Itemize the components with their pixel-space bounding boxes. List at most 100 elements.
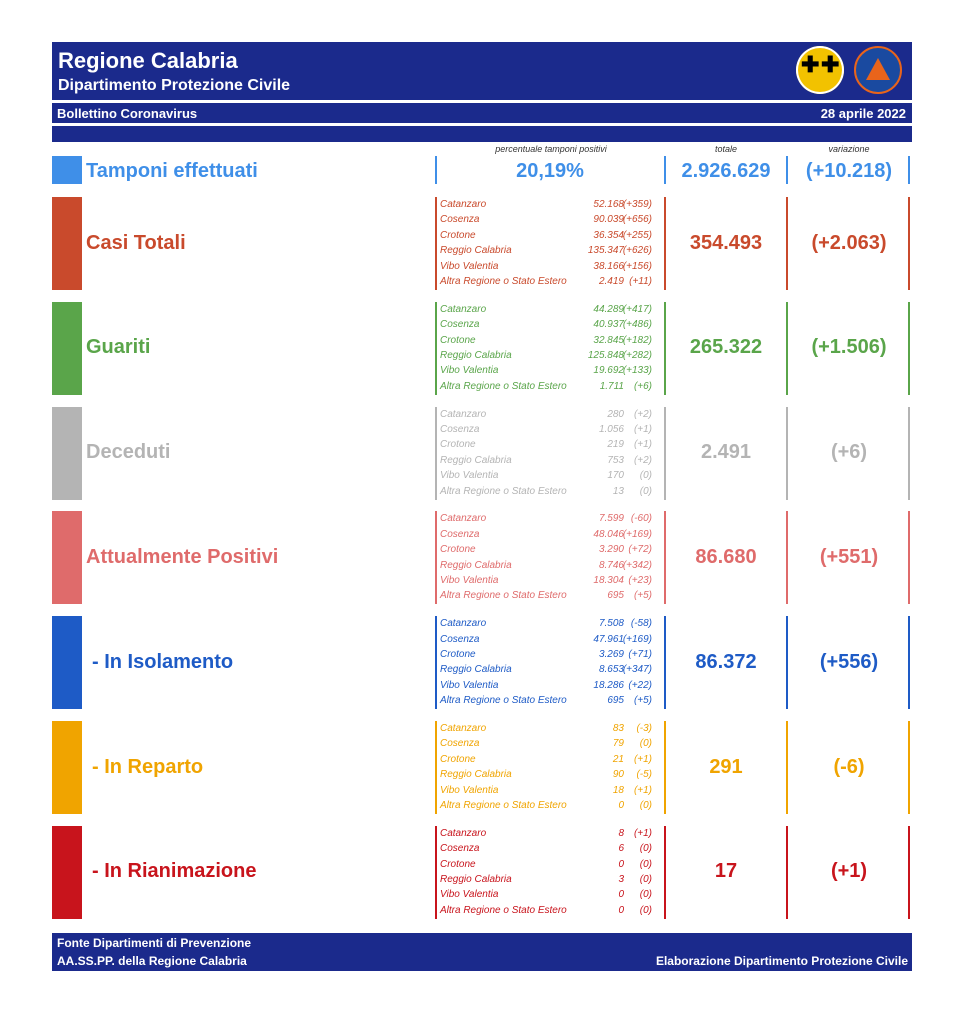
tamponi-divider: [908, 156, 910, 184]
section-variation: (+556): [819, 650, 879, 673]
province-delta: (+347): [622, 664, 652, 676]
province-name: Cosenza: [440, 738, 480, 750]
province-delta: (+1): [633, 423, 652, 435]
table-row: Vibo Valentia 0 (0): [440, 889, 662, 904]
province-name: Crotone: [440, 229, 476, 241]
province-table: Catanzaro 44.289 (+417) Cosenza 40.937 (+486)…: [440, 304, 662, 396]
province-name: Vibo Valentia: [440, 470, 499, 482]
province-value: 6: [618, 843, 624, 855]
province-value: 36.354: [593, 229, 624, 241]
province-name: Crotone: [440, 858, 476, 870]
province-table: Catanzaro 7.599 (-60) Cosenza 48.046 (+169) Cr…: [440, 513, 662, 605]
province-value: 1.056: [598, 423, 624, 435]
province-name: Vibo Valentia: [440, 889, 499, 901]
province-name: Crotone: [440, 334, 476, 346]
footer-source-line1: Fonte Dipartimenti di Prevenzione: [57, 936, 252, 950]
province-delta: (-3): [636, 723, 652, 734]
province-name: Crotone: [440, 648, 476, 660]
province-value: 48.046: [593, 528, 624, 540]
province-value: 3.290: [598, 544, 624, 556]
section-total: 265.322: [689, 336, 763, 359]
province-value: 40.937: [593, 319, 624, 331]
province-delta: (+486): [622, 319, 652, 331]
bulletin-title: Bollettino Coronavirus: [57, 106, 198, 121]
province-name: Catanzaro: [440, 199, 487, 210]
tamponi-divider: [435, 156, 437, 184]
province-value: 32.845: [593, 334, 624, 346]
table-row: Crotone 219 (+1): [440, 439, 662, 454]
section-divider: [908, 197, 910, 290]
province-name: Crotone: [440, 439, 476, 451]
section-divider: [786, 616, 788, 710]
province-value: 2.419: [598, 275, 624, 287]
table-row: Cosenza 90.039 (+656): [440, 214, 662, 229]
province-name: Altra Regione o Stato Estero: [440, 275, 567, 287]
table-row: Vibo Valentia 19.692 (+133): [440, 365, 662, 380]
bulletin-bar: Bollettino Coronavirus 28 aprile 2022: [52, 103, 912, 123]
footer-credit: Elaborazione Dipartimento Protezione Civ…: [655, 954, 908, 968]
province-delta: (+11): [629, 275, 652, 287]
province-delta: (+1): [633, 439, 652, 451]
section-total: 354.493: [689, 231, 763, 254]
tamponi-label: Tamponi effettuati: [86, 160, 258, 182]
province-value: 8.653: [598, 664, 624, 676]
province-name: Reggio Calabria: [440, 873, 512, 885]
section-divider: [664, 301, 666, 395]
province-value: 79: [612, 738, 624, 750]
province-delta: (+417): [622, 303, 652, 315]
province-table: Catanzaro 83 (-3) Cosenza 79 (0) Crotone 21 (+1)…: [440, 723, 662, 815]
province-value: 18: [612, 784, 624, 796]
section-variation: (+1): [830, 860, 868, 883]
section-total: 86.372: [695, 650, 757, 673]
province-name: Altra Regione o Stato Estero: [440, 380, 567, 392]
tamponi-variation: (+10.218): [805, 160, 893, 182]
province-name: Reggio Calabria: [440, 245, 512, 257]
province-value: 90: [612, 769, 624, 781]
section-divider: [435, 197, 437, 290]
section-color-block: [52, 721, 82, 814]
section-divider: [786, 406, 788, 500]
province-delta: (+2): [633, 408, 652, 420]
province-table: Catanzaro 8 (+1) Cosenza 6 (0) Crotone 0 (0) Regg…: [440, 828, 662, 920]
province-delta: (+169): [622, 633, 652, 645]
province-name: Reggio Calabria: [440, 769, 512, 781]
province-name: Reggio Calabria: [440, 664, 512, 676]
bulletin-date: 28 aprile 2022: [820, 106, 906, 121]
province-value: 135.347: [587, 245, 624, 257]
province-value: 38.166: [593, 260, 624, 272]
province-name: Catanzaro: [440, 513, 487, 525]
province-delta: (+255): [622, 229, 652, 241]
section-label: Deceduti: [86, 441, 171, 464]
table-row: Catanzaro 44.289 (+417): [440, 304, 662, 319]
percent-column-header: percentuale tamponi positivi: [495, 144, 607, 154]
province-value: 44.289: [593, 303, 624, 315]
province-delta: (+1): [633, 784, 652, 796]
section-variation: (-6): [833, 755, 865, 778]
section-divider: [908, 616, 910, 710]
section-total: 86.680: [695, 545, 757, 568]
variation-column-header: variazione: [828, 144, 870, 154]
section-divider: [435, 721, 437, 814]
province-name: Catanzaro: [440, 408, 487, 420]
province-delta: (+1): [633, 753, 652, 765]
province-delta: (0): [639, 738, 652, 750]
table-row: Vibo Valentia 170 (0): [440, 470, 662, 485]
section-divider: [786, 197, 788, 290]
table-row: Altra Regione o Stato Estero 13 (0): [440, 486, 662, 501]
province-value: 3: [618, 873, 624, 885]
province-value: 0: [618, 858, 624, 870]
table-row: Altra Regione o Stato Estero 2.419 (+11): [440, 276, 662, 291]
section-divider: [664, 721, 666, 814]
section-label: Casi Totali: [86, 231, 186, 254]
province-delta: (0): [639, 904, 652, 916]
section-color-block: [52, 406, 82, 500]
province-name: Altra Regione o Stato Estero: [440, 904, 567, 916]
total-column-header: totale: [714, 144, 738, 154]
province-table: Catanzaro 7.508 (-58) Cosenza 47.961 (+169) Cr…: [440, 618, 662, 710]
province-value: 1.711: [599, 380, 624, 392]
province-name: Crotone: [440, 753, 476, 765]
region-title: Regione Calabria: [58, 48, 238, 73]
header-divider: [52, 126, 912, 142]
province-value: 7.599: [598, 513, 624, 525]
province-delta: (+282): [622, 349, 652, 361]
